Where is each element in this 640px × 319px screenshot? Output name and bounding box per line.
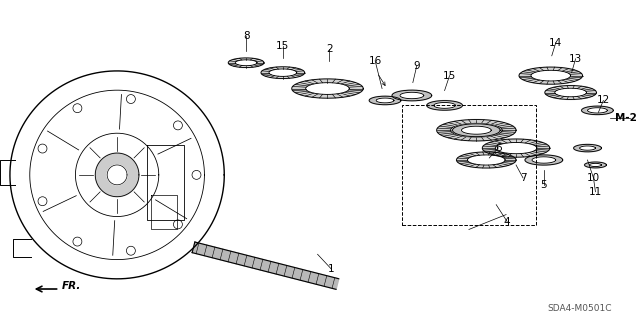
Circle shape: [173, 220, 182, 229]
Polygon shape: [369, 96, 401, 105]
Polygon shape: [235, 60, 257, 66]
Polygon shape: [495, 143, 537, 154]
Text: 1: 1: [328, 264, 335, 274]
Polygon shape: [192, 242, 339, 289]
Polygon shape: [531, 70, 571, 81]
Polygon shape: [555, 88, 586, 97]
Polygon shape: [292, 79, 364, 98]
Circle shape: [192, 170, 201, 179]
Polygon shape: [306, 83, 349, 94]
Text: 9: 9: [413, 61, 420, 71]
Polygon shape: [436, 120, 516, 141]
Text: 10: 10: [587, 173, 600, 183]
Text: 6: 6: [495, 143, 502, 153]
Circle shape: [38, 197, 47, 206]
Circle shape: [73, 104, 82, 113]
Text: 14: 14: [549, 38, 563, 48]
Circle shape: [73, 237, 82, 246]
Text: SDA4-M0501C: SDA4-M0501C: [548, 304, 612, 313]
Circle shape: [173, 121, 182, 130]
Text: 16: 16: [369, 56, 381, 66]
Polygon shape: [525, 155, 563, 165]
Polygon shape: [519, 67, 582, 84]
Text: 2: 2: [326, 44, 333, 54]
Polygon shape: [580, 146, 595, 150]
Text: 15: 15: [276, 41, 289, 51]
Polygon shape: [456, 152, 516, 168]
Polygon shape: [261, 67, 305, 78]
Polygon shape: [582, 106, 613, 115]
Text: 7: 7: [520, 173, 526, 183]
Polygon shape: [269, 69, 297, 77]
Polygon shape: [589, 163, 602, 167]
Text: 11: 11: [589, 187, 602, 197]
Circle shape: [127, 94, 135, 103]
Text: 12: 12: [596, 95, 610, 106]
Polygon shape: [467, 155, 505, 165]
Circle shape: [38, 144, 47, 153]
Polygon shape: [584, 162, 606, 168]
Polygon shape: [545, 85, 596, 100]
Polygon shape: [588, 108, 607, 113]
Polygon shape: [573, 144, 602, 152]
Text: 13: 13: [569, 54, 582, 64]
Polygon shape: [392, 90, 432, 101]
Polygon shape: [10, 71, 224, 279]
Polygon shape: [483, 139, 550, 157]
Text: FR.: FR.: [61, 281, 81, 291]
Circle shape: [127, 246, 135, 255]
Text: M-2: M-2: [615, 113, 637, 123]
Polygon shape: [376, 98, 394, 103]
Text: 5: 5: [541, 180, 547, 190]
Polygon shape: [461, 126, 492, 134]
Polygon shape: [434, 102, 456, 108]
Text: 8: 8: [243, 31, 250, 41]
Polygon shape: [95, 153, 139, 197]
Polygon shape: [427, 100, 463, 110]
Polygon shape: [452, 124, 500, 137]
Polygon shape: [532, 157, 556, 163]
Polygon shape: [451, 123, 502, 137]
Polygon shape: [107, 165, 127, 185]
Bar: [402, 105, 536, 225]
Text: 15: 15: [443, 70, 456, 81]
Polygon shape: [228, 58, 264, 68]
Polygon shape: [400, 92, 424, 99]
Text: 4: 4: [504, 217, 511, 226]
